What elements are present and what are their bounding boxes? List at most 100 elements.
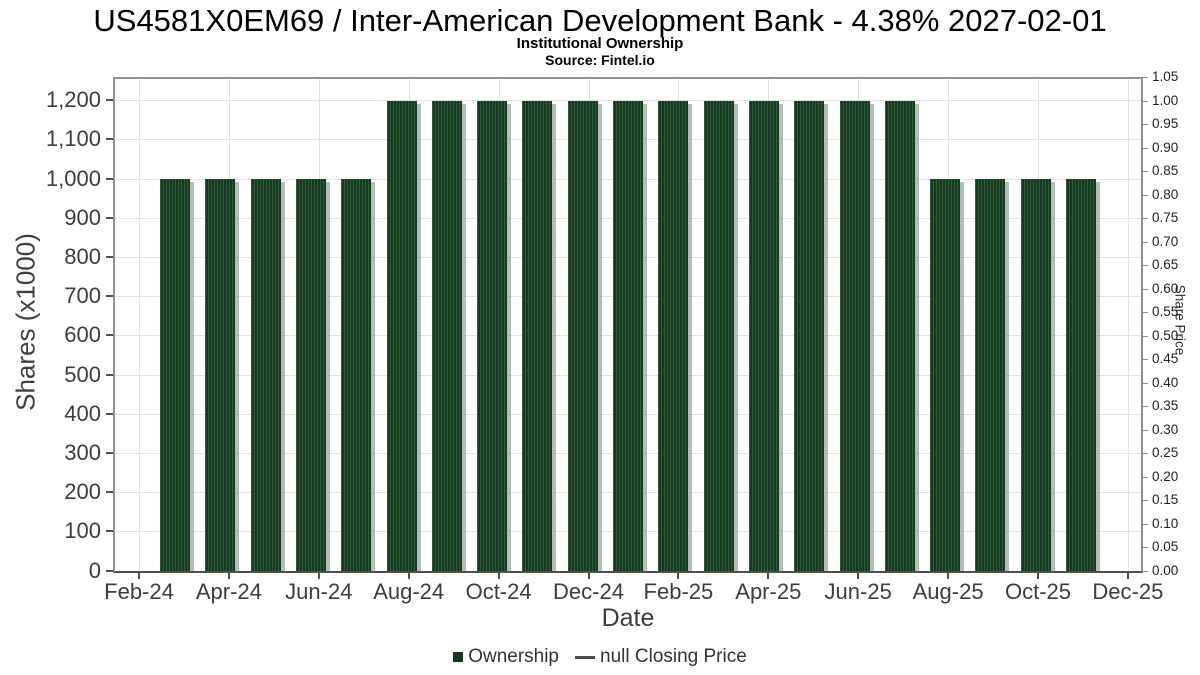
ownership-bar (205, 179, 236, 571)
y-axis-right-tick-label: 0.95 (1152, 116, 1179, 131)
x-axis-tick (317, 573, 320, 579)
legend-item-ownership: Ownership (453, 646, 559, 668)
y-axis-left-tick-label: 600 (64, 322, 101, 348)
x-axis-tick (1126, 573, 1129, 579)
y-axis-left-tick-label: 700 (64, 283, 101, 309)
x-axis-tick (138, 573, 140, 579)
y-axis-right-tick (1143, 288, 1148, 290)
y-axis-right-tick-label: 0.15 (1152, 492, 1179, 507)
ownership-bar (975, 179, 1006, 571)
ownership-bar (386, 100, 417, 571)
y-axis-right-tick-label: 0.40 (1152, 374, 1179, 390)
y-axis-right-tick-label: 0.75 (1152, 210, 1179, 225)
y-axis-left-tick (106, 412, 113, 415)
y-axis-left-tick (106, 491, 113, 494)
ownership-bar (748, 100, 779, 571)
legend-swatch-dash (575, 655, 596, 659)
ownership-bar (930, 179, 961, 571)
y-axis-right-tick-label: 0.60 (1152, 280, 1179, 296)
x-axis-tick-label: Jun-24 (285, 579, 353, 604)
y-axis-left-tick-label: 800 (64, 243, 101, 269)
chart-title: US4581X0EM69 / Inter-American Developmen… (93, 3, 1107, 38)
x-axis-tick-label: Apr-24 (195, 579, 262, 604)
y-axis-right-tick-label: 0.85 (1152, 163, 1179, 178)
legend-swatch-square (453, 652, 464, 662)
y-axis-right-tick-label: 0.65 (1152, 257, 1179, 272)
ownership-bar (794, 100, 825, 571)
y-axis-right-tick (1143, 312, 1148, 313)
x-axis-title: Date (601, 604, 655, 632)
y-axis-left-tick-label: 1,200 (45, 87, 101, 113)
plot-area (113, 77, 1143, 573)
y-axis-right-tick (1143, 570, 1148, 572)
y-axis-right-tick (1143, 476, 1148, 478)
y-axis-left-tick (106, 138, 113, 141)
y-axis-left-tick (106, 295, 113, 298)
x-axis-tick-label: Dec-25 (1092, 579, 1164, 604)
y-axis-left-tick (106, 451, 113, 454)
y-axis-right-tick (1143, 500, 1148, 501)
ownership-bar (567, 100, 598, 571)
y-axis-left-tick-label: 0 (88, 557, 101, 583)
y-axis-left-tick (106, 177, 113, 180)
ownership-bar (658, 100, 689, 571)
ownership-bar (160, 179, 190, 571)
y-axis-left-tick-label: 100 (64, 518, 101, 544)
ownership-bar (431, 100, 462, 571)
y-axis-left-tick-label: 400 (64, 400, 101, 426)
y-axis-right-tick-label: 0.70 (1152, 233, 1179, 249)
x-axis-tick (677, 573, 680, 579)
y-axis-left-tick (106, 334, 113, 337)
chart-source: Source: Fintel.io (545, 52, 655, 68)
y-axis-right-tick (1143, 147, 1148, 149)
y-axis-right-tick (1143, 523, 1148, 525)
v-gridline (139, 79, 140, 571)
x-axis-tick-label: Feb-24 (104, 579, 174, 604)
y-axis-right-tick-label: 0.80 (1152, 186, 1179, 202)
x-axis-tick-label: Dec-24 (553, 579, 624, 604)
x-axis-tick (947, 573, 950, 579)
y-axis-right-tick-label: 0.45 (1152, 351, 1179, 366)
legend-label-closing-price: null Closing Price (600, 646, 747, 667)
y-axis-right-tick-label: 0.30 (1152, 421, 1179, 437)
x-axis-tick (767, 573, 770, 579)
legend: Ownership null Closing Price (0, 646, 1200, 668)
y-axis-right-tick (1143, 218, 1148, 219)
v-gridline (1127, 79, 1129, 571)
x-axis-tick-label: Feb-25 (643, 579, 714, 604)
y-axis-right-tick (1143, 77, 1148, 78)
ownership-bar (341, 179, 372, 571)
x-axis-tick-label: Aug-25 (912, 579, 984, 604)
y-axis-right-tick (1143, 429, 1148, 431)
y-axis-left-tick-label: 500 (64, 361, 101, 387)
y-axis-right-tick-label: 0.05 (1152, 539, 1179, 554)
x-axis-tick-label: Jun-25 (824, 579, 892, 604)
y-axis-right-tick (1143, 100, 1148, 102)
y-axis-right-tick (1143, 382, 1148, 384)
y-axis-left-tick-label: 900 (64, 204, 101, 230)
y-axis-left-tick-label: 300 (64, 439, 101, 465)
ownership-bar (884, 100, 915, 571)
x-axis-tick-label: Oct-25 (1004, 579, 1072, 604)
h-gridline (115, 100, 1141, 102)
x-axis-tick (497, 573, 500, 579)
y-axis-left-tick (106, 373, 113, 376)
ownership-bar (295, 179, 326, 571)
y-axis-right-tick (1143, 194, 1148, 196)
y-axis-right-tick (1143, 359, 1148, 360)
y-axis-right-tick-label: 1.05 (1152, 69, 1179, 84)
y-axis-right-tick-label: 0.20 (1152, 468, 1179, 484)
y-axis-right-tick-label: 1.00 (1152, 92, 1179, 108)
ownership-bar (613, 100, 643, 571)
y-axis-left-tick (106, 216, 113, 219)
y-axis-right-tick-label: 0.50 (1152, 327, 1179, 343)
y-axis-right-tick-label: 0.90 (1152, 139, 1179, 155)
x-axis-tick-label: Apr-25 (735, 579, 802, 604)
ownership-bar (250, 179, 281, 571)
ownership-bar (703, 100, 734, 571)
ownership-bar (1066, 179, 1096, 571)
y-axis-right-tick (1143, 171, 1148, 172)
y-axis-left-tick (106, 255, 113, 258)
y-axis-right-tick (1143, 453, 1148, 454)
